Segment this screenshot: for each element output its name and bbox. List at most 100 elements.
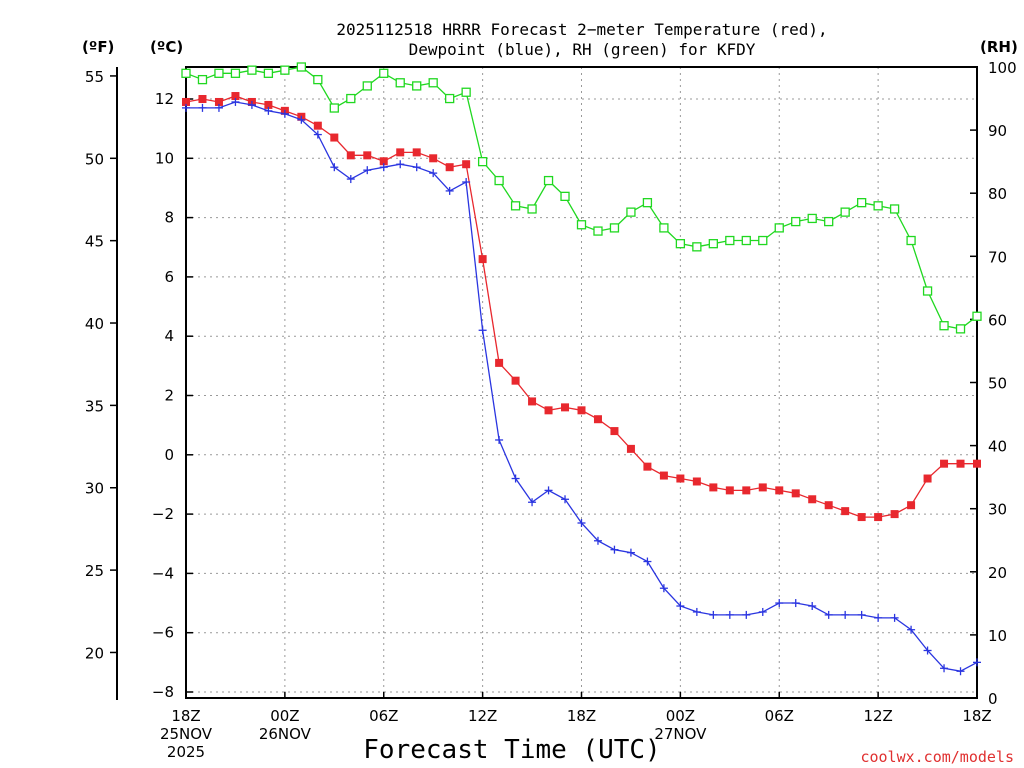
rh-point	[708, 239, 718, 249]
dewpoint-point	[956, 667, 965, 676]
celsius-tick-label: 2	[164, 387, 174, 405]
rh-point	[659, 223, 669, 233]
rh-point	[955, 324, 966, 334]
temperature-point	[412, 148, 421, 157]
rh-tick-label: 30	[988, 501, 1007, 519]
dewpoint-point	[659, 584, 668, 593]
temperature-point	[890, 510, 899, 519]
rh-point	[889, 204, 900, 214]
temperature-point	[841, 507, 850, 516]
fahrenheit-tick-label: 45	[85, 233, 104, 251]
x-tick-label: 00Z	[666, 707, 695, 725]
dewpoint-point	[198, 103, 207, 112]
rh-point	[725, 235, 735, 246]
x-tick-label: 06Z	[369, 707, 398, 725]
temperature-point	[643, 462, 652, 471]
temperature-point	[940, 459, 949, 468]
series-dewpoint	[182, 97, 981, 676]
x-tick-label: 18Z	[171, 707, 200, 725]
temperature-point	[791, 489, 800, 498]
rh-tick-label: 90	[988, 122, 1007, 140]
dewpoint-point	[379, 163, 388, 172]
temperature-point	[363, 151, 372, 160]
dewpoint-point	[264, 106, 273, 115]
chart-title-line2: Dewpoint (blue), RH (green) for KFDY	[409, 40, 756, 59]
rh-point	[346, 93, 356, 104]
rh-point	[197, 74, 208, 85]
rh-point	[840, 207, 850, 217]
rh-tick-label: 0	[988, 690, 998, 708]
temperature-point	[445, 163, 454, 172]
temperature-point	[528, 397, 537, 406]
temperature-point	[742, 486, 751, 495]
dewpoint-point	[280, 109, 289, 118]
temperature-point	[495, 358, 504, 367]
dewpoint-point	[791, 599, 800, 608]
dewpoint-point	[544, 486, 553, 495]
temperature-point	[198, 95, 207, 103]
rh-point	[280, 65, 290, 75]
rh-point	[609, 223, 620, 233]
celsius-tick-label: −4	[152, 564, 174, 582]
dewpoint-point	[561, 495, 570, 504]
dewpoint-point	[346, 175, 355, 184]
rh-point	[214, 68, 224, 78]
dewpoint-point	[824, 610, 833, 619]
fahrenheit-tick-label: 20	[85, 644, 104, 662]
dewpoint-point	[511, 474, 520, 483]
dewpoint-point	[841, 610, 850, 619]
temperature-point	[676, 474, 685, 483]
rh-point	[445, 93, 455, 104]
x-tick-label: 27NOV	[654, 725, 707, 743]
temperature-point	[923, 474, 932, 483]
dewpoint-point	[940, 664, 949, 673]
rh-point	[313, 74, 323, 85]
series-temperature	[182, 92, 981, 522]
celsius-tick-label: 10	[155, 149, 174, 167]
dewpoint-point	[643, 557, 652, 566]
dewpoint-point	[396, 160, 405, 169]
dewpoint-point	[758, 607, 767, 616]
rh-point	[527, 204, 537, 214]
dewpoint-point	[313, 130, 322, 139]
temperature-point	[462, 160, 471, 169]
dewpoint-point	[495, 435, 504, 444]
dewpoint-point	[593, 536, 602, 545]
x-tick-label: 25NOV	[160, 725, 213, 743]
rh-point	[494, 175, 504, 186]
dewpoint-point	[709, 610, 718, 619]
unit-rh-label: (RH)	[980, 38, 1018, 56]
temperature-point	[561, 403, 570, 412]
rh-point	[922, 286, 933, 296]
celsius-tick-label: 6	[164, 268, 174, 286]
temperature-point	[511, 376, 520, 385]
dewpoint-point	[857, 610, 866, 619]
temperature-point	[659, 471, 668, 480]
temperature-point	[544, 406, 553, 415]
dewpoint-point	[577, 518, 586, 527]
temperature-point	[973, 459, 981, 468]
x-tick-label: 18Z	[962, 707, 991, 725]
dewpoint-point	[462, 178, 471, 187]
temperature-point	[593, 415, 602, 424]
temperature-point	[857, 513, 866, 522]
dewpoint-point	[412, 163, 421, 172]
rh-point	[263, 68, 274, 78]
fahrenheit-tick-label: 40	[85, 315, 104, 333]
series-rh	[181, 62, 982, 334]
dewpoint-point	[610, 545, 619, 554]
rh-point	[741, 235, 751, 246]
x-tick-label: 12Z	[468, 707, 497, 725]
temperature-point	[725, 486, 734, 495]
dewpoint-point	[692, 607, 701, 616]
rh-point	[758, 235, 768, 246]
rh-point	[824, 216, 834, 227]
dewpoint-point	[676, 602, 685, 611]
dewpoint-point	[725, 610, 734, 619]
rh-point	[510, 201, 521, 211]
rh-point	[428, 78, 438, 88]
temperature-point	[330, 133, 339, 142]
dewpoint-point	[247, 100, 256, 109]
temperature-point	[429, 154, 438, 163]
